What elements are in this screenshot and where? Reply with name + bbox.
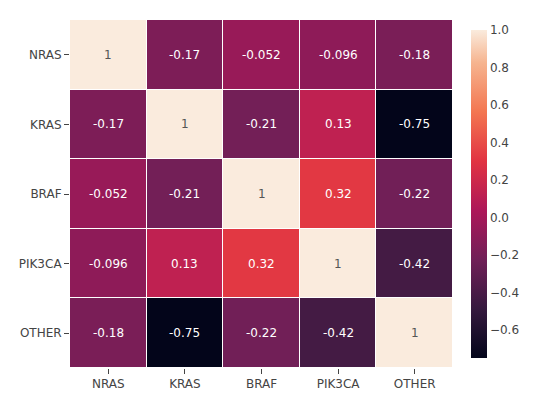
svg-text:-0.18: -0.18: [93, 326, 124, 340]
svg-text:NRAS: NRAS: [29, 48, 62, 62]
svg-text:0.6: 0.6: [490, 98, 509, 112]
svg-text:-0.052: -0.052: [89, 187, 128, 201]
svg-text:−0.4: −0.4: [490, 286, 519, 300]
svg-text:-0.22: -0.22: [246, 326, 277, 340]
svg-text:-0.17: -0.17: [93, 117, 124, 131]
svg-text:BRAF: BRAF: [246, 377, 277, 391]
svg-text:1: 1: [258, 187, 266, 201]
svg-text:KRAS: KRAS: [30, 118, 62, 132]
svg-text:OTHER: OTHER: [20, 326, 62, 340]
svg-text:-0.052: -0.052: [242, 48, 281, 62]
svg-text:-0.096: -0.096: [89, 257, 128, 271]
svg-text:0.32: 0.32: [248, 257, 275, 271]
svg-text:-0.21: -0.21: [169, 187, 200, 201]
svg-text:-0.18: -0.18: [399, 48, 430, 62]
svg-text:0.0: 0.0: [490, 211, 509, 225]
svg-text:-0.42: -0.42: [399, 257, 430, 271]
svg-text:1.0: 1.0: [490, 23, 509, 37]
svg-text:-0.42: -0.42: [323, 326, 354, 340]
svg-text:1: 1: [104, 48, 112, 62]
svg-text:0.2: 0.2: [490, 173, 509, 187]
svg-text:0.32: 0.32: [325, 187, 352, 201]
svg-text:-0.096: -0.096: [319, 48, 358, 62]
svg-text:OTHER: OTHER: [394, 377, 436, 391]
svg-text:0.13: 0.13: [325, 117, 352, 131]
svg-text:1: 1: [334, 257, 342, 271]
svg-text:-0.22: -0.22: [399, 187, 430, 201]
svg-text:0.4: 0.4: [490, 136, 509, 150]
svg-text:NRAS: NRAS: [92, 377, 125, 391]
svg-text:-0.75: -0.75: [169, 326, 200, 340]
svg-text:-0.21: -0.21: [246, 117, 277, 131]
svg-text:-0.75: -0.75: [399, 117, 430, 131]
svg-text:0.13: 0.13: [171, 257, 198, 271]
svg-text:1: 1: [411, 326, 419, 340]
svg-text:BRAF: BRAF: [30, 187, 61, 201]
svg-text:PIK3CA: PIK3CA: [317, 377, 361, 391]
svg-text:1: 1: [181, 117, 189, 131]
svg-text:−0.2: −0.2: [490, 248, 519, 262]
svg-text:KRAS: KRAS: [169, 377, 201, 391]
svg-text:0.8: 0.8: [490, 61, 509, 75]
svg-text:-0.17: -0.17: [169, 48, 200, 62]
svg-text:PIK3CA: PIK3CA: [19, 257, 63, 271]
svg-text:−0.6: −0.6: [490, 323, 519, 337]
